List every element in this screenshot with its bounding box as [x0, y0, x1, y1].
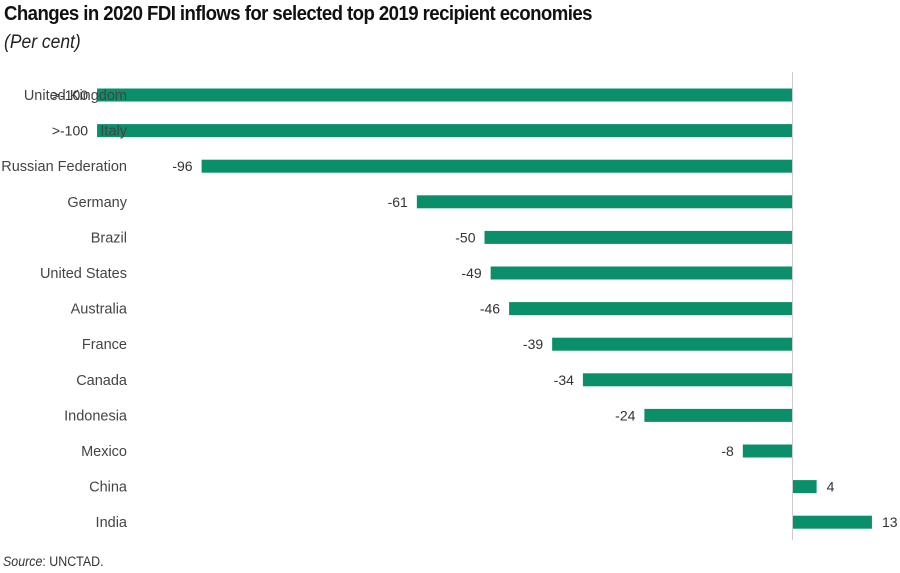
bar-china [792, 480, 817, 494]
bar-united-kingdom [97, 88, 793, 102]
bar-canada [582, 373, 792, 387]
category-label: Canada [76, 373, 128, 389]
bar-australia [509, 302, 792, 316]
category-label: Germany [67, 195, 127, 211]
source-label: Source [3, 554, 43, 569]
category-label: France [82, 337, 127, 353]
bar-india [792, 515, 872, 529]
bar-mexico [742, 444, 792, 458]
data-label: -8 [721, 443, 734, 459]
data-label: -34 [554, 372, 574, 388]
chart-title: Changes in 2020 FDI inflows for selected… [4, 3, 592, 25]
data-label: -96 [172, 158, 192, 174]
category-label: Mexico [81, 444, 127, 460]
chart-subtitle: (Per cent) [4, 32, 81, 53]
bar-italy [97, 124, 793, 138]
category-label: Indonesia [64, 408, 128, 424]
category-label: United States [40, 266, 127, 282]
data-label: -49 [461, 265, 481, 281]
data-label: -50 [455, 229, 475, 245]
data-label: >-100 [52, 123, 88, 139]
category-label: India [96, 515, 128, 531]
data-label: -46 [480, 301, 500, 317]
data-label: -61 [388, 194, 408, 210]
category-label: Italy [100, 124, 127, 140]
category-label: Australia [71, 302, 128, 318]
data-label: 4 [827, 479, 835, 495]
data-label: >-100 [52, 87, 88, 103]
bar-france [552, 337, 792, 351]
bar-united-states [490, 266, 792, 280]
data-label: 13 [882, 514, 898, 530]
category-label: China [89, 480, 128, 496]
data-label: -24 [615, 407, 635, 423]
bar-brazil [484, 230, 792, 244]
source-note: Source: UNCTAD. [3, 554, 104, 569]
category-label: Russian Federation [1, 159, 127, 175]
bar-germany [416, 195, 792, 209]
data-label: -39 [523, 336, 543, 352]
bar-indonesia [644, 408, 792, 422]
category-label: United Kingdom [24, 88, 127, 104]
source-text: : UNCTAD. [42, 554, 104, 569]
bar-russian-federation [201, 159, 793, 173]
category-label: Brazil [91, 230, 127, 246]
